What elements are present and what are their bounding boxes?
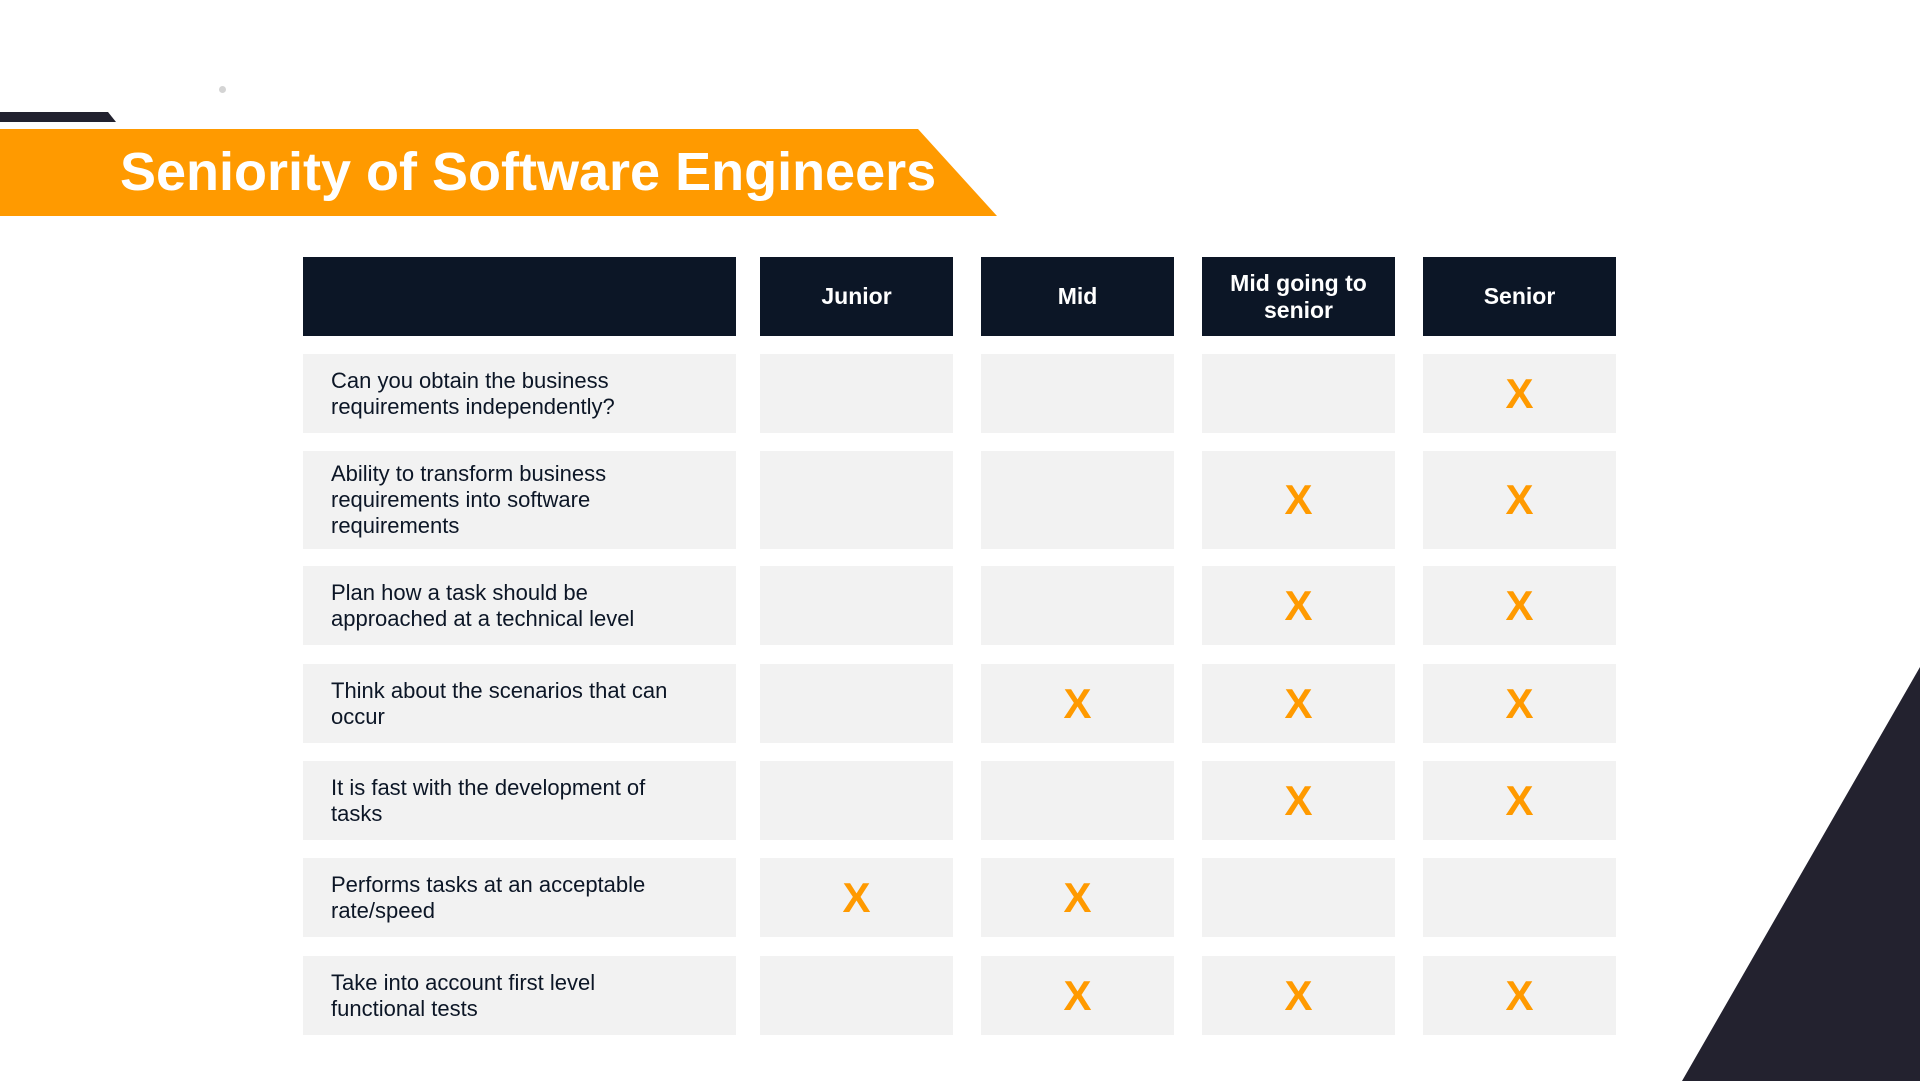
row-label-cell: Take into account first level functional… [303,956,736,1035]
check-mark: X [1284,476,1313,523]
row-label-cell: Can you obtain the business requirements… [303,354,736,433]
check-mark: X [1505,776,1534,824]
check-mark: X [1505,971,1534,1019]
table-cell [760,664,953,743]
table-cell: X [1202,566,1395,645]
check-mark: X [1284,971,1313,1019]
decorative-corner-triangle [1682,667,1920,1081]
table-cell: X [981,664,1174,743]
check-mark: X [1505,581,1534,629]
check-mark: X [1063,679,1092,727]
table-cell: X [1423,566,1616,645]
table-cell: X [1423,761,1616,840]
table-cell: X [1423,956,1616,1035]
table-cell: X [1202,664,1395,743]
check-mark: X [1063,971,1092,1019]
table-cell: X [760,858,953,937]
column-header-label: Senior [1483,283,1556,309]
title-banner [0,129,997,216]
header-corner-cell [303,257,736,336]
check-mark: X [1284,776,1313,824]
column-header: Junior [760,257,953,336]
check-mark: X [1505,369,1534,417]
column-header-label: Mid going to senior [1230,269,1367,323]
row-label: It is fast with the development of tasks [331,774,646,826]
table-cell: X [981,956,1174,1035]
table-cell: X [1202,956,1395,1035]
slide-title: Seniority of Software Engineers [120,142,937,202]
row-label: Can you obtain the business requirements… [331,367,615,419]
table-cell [760,761,953,840]
row-label-cell: Ability to transform business requiremen… [303,451,736,549]
row-label-cell: Plan how a task should be approached at … [303,566,736,645]
check-mark: X [1284,581,1313,629]
table-cell: X [1202,761,1395,840]
table-cell: X [1423,664,1616,743]
column-header: Mid [981,257,1174,336]
table-cell [1202,354,1395,433]
table-cell: X [981,858,1174,937]
check-mark: X [842,873,871,921]
row-label-cell: Performs tasks at an acceptable rate/spe… [303,858,736,937]
column-header: Mid going to senior [1202,257,1395,336]
table-cell [760,566,953,645]
table-cell [1423,858,1616,937]
table-cell [760,451,953,549]
table-cell [1202,858,1395,937]
row-label: Think about the scenarios that can occur [331,677,668,729]
column-header-label: Junior [821,283,892,309]
table-cell: X [1423,354,1616,433]
decorative-stripe [0,112,116,122]
row-label-cell: Think about the scenarios that can occur [303,664,736,743]
table-cell [981,566,1174,645]
decorative-dot [219,86,226,93]
check-mark: X [1284,679,1313,727]
row-label-cell: It is fast with the development of tasks [303,761,736,840]
table-cell [760,956,953,1035]
table-cell [760,354,953,433]
column-header: Senior [1423,257,1616,336]
table-cell [981,761,1174,840]
table-cell: X [1423,451,1616,549]
check-mark: X [1505,476,1534,523]
table-cell: X [1202,451,1395,549]
row-label: Ability to transform business requiremen… [331,461,607,538]
row-label: Performs tasks at an acceptable rate/spe… [331,871,646,923]
table-cell [981,354,1174,433]
check-mark: X [1063,873,1092,921]
check-mark: X [1505,679,1534,727]
table-cell [981,451,1174,549]
column-header-label: Mid [1057,283,1098,309]
row-label: Take into account first level functional… [331,969,596,1021]
row-label: Plan how a task should be approached at … [331,579,635,631]
